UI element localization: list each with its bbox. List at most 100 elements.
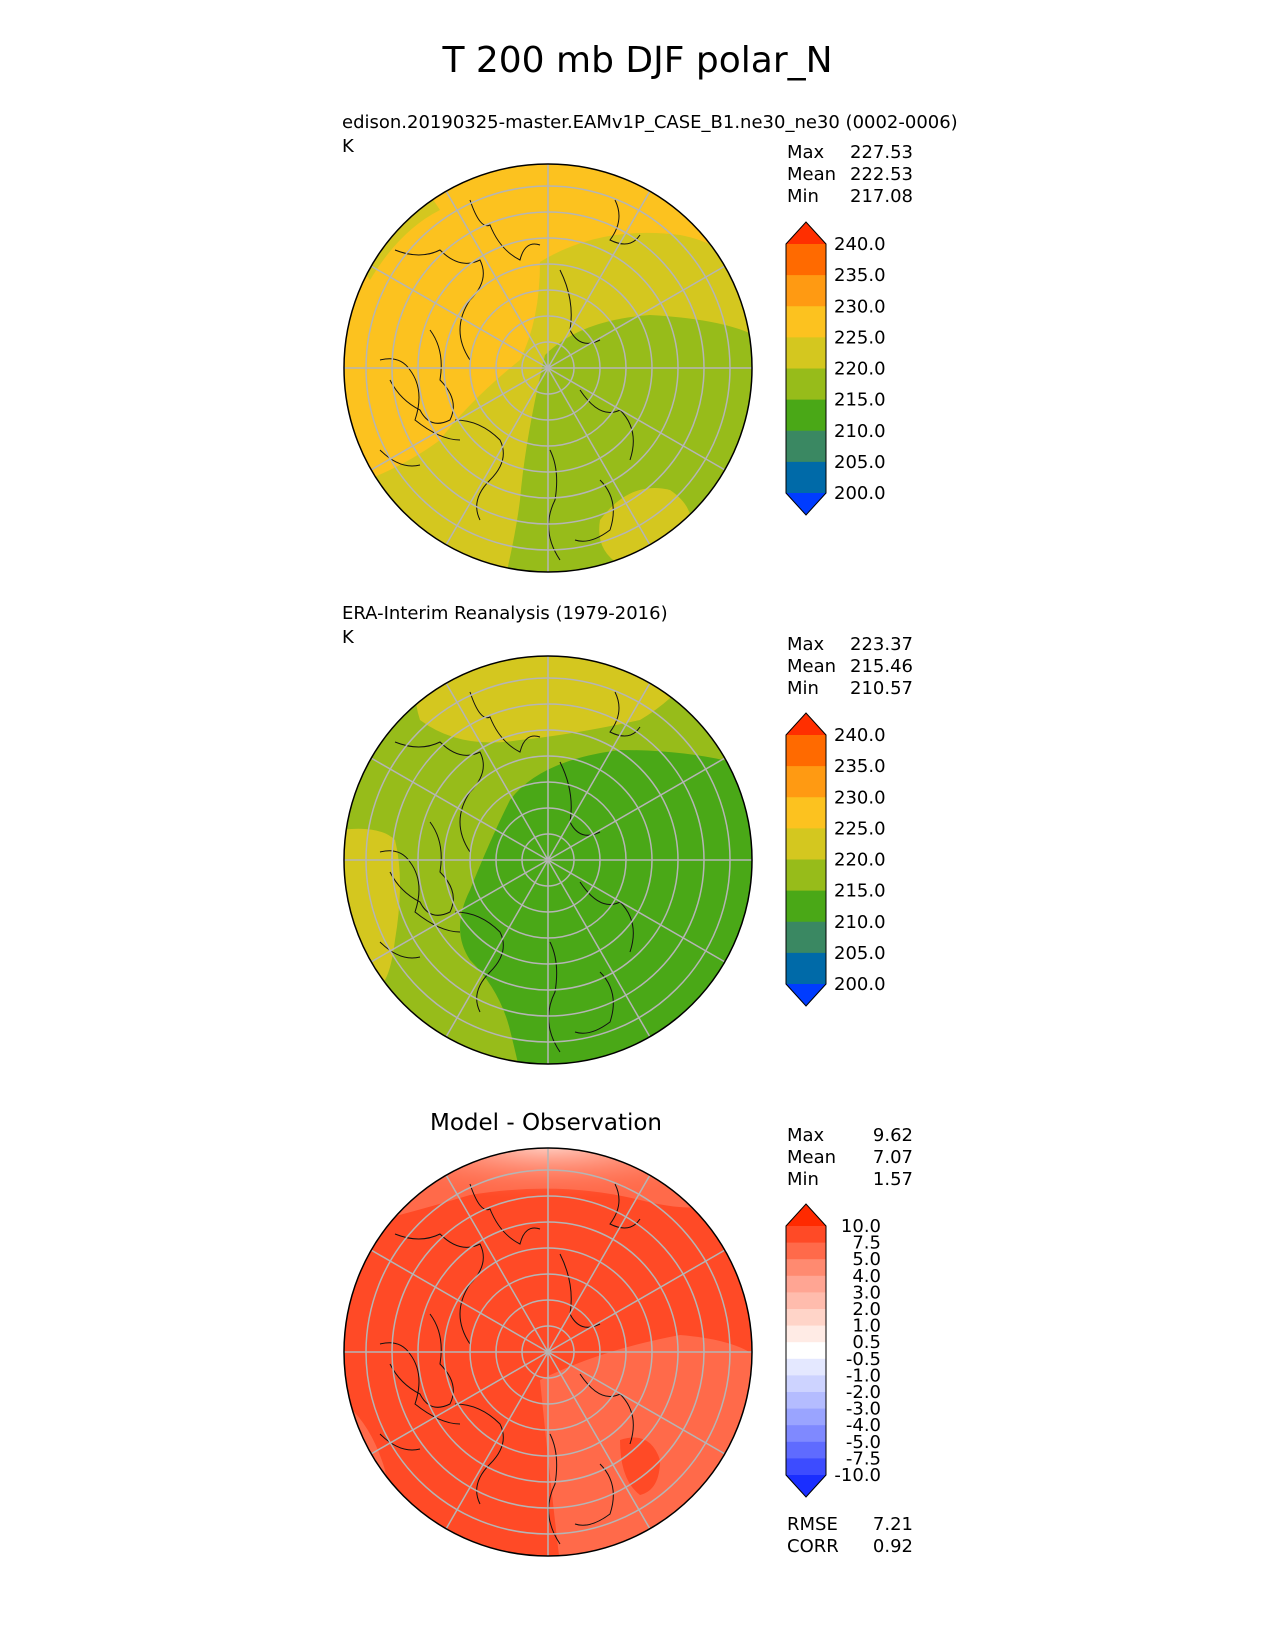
panel2-stat-mean: Mean 215.46: [787, 656, 913, 677]
colorbar-tick-label: 230.0: [834, 787, 886, 808]
colorbar-tick-label: -4.0: [846, 1415, 881, 1436]
colorbar-tick-label: 225.0: [834, 327, 886, 348]
colorbar-tick-label: 240.0: [834, 234, 886, 255]
panel1-stats: Max 227.53 Mean 222.53 Min 217.08: [787, 142, 913, 212]
panel1-stat-max: Max 227.53: [787, 142, 913, 163]
panel3-error-stats: RMSE 7.21 CORR 0.92: [787, 1514, 913, 1560]
panel2-fill-210-215: [460, 750, 752, 1064]
colorbar-tick-label: 240.0: [834, 725, 886, 746]
panel2-title: ERA-Interim Reanalysis (1979-2016): [342, 603, 668, 624]
colorbar-segment: [786, 952, 826, 985]
panel3-fill-light-n: [344, 1148, 752, 1244]
colorbar-extend-low: [786, 984, 826, 1006]
panel2-map-border: [343, 655, 753, 1065]
colorbar-segment: [786, 921, 826, 954]
colorbar-segment: [786, 735, 826, 767]
colorbar-tick-label: 210.0: [834, 421, 886, 442]
colorbar-tick-label: 2.0: [852, 1299, 881, 1320]
colorbar-segment: [786, 430, 826, 463]
panel2-units: K: [342, 627, 354, 648]
panel3-fill-5-7.5-blob: [620, 1437, 660, 1495]
colorbar-extend-low: [786, 493, 826, 515]
panel3-map: [343, 1147, 753, 1557]
colorbar-tick-label: 225.0: [834, 818, 886, 839]
colorbar-outline: [785, 1203, 827, 1498]
panel1-map: [343, 163, 753, 573]
colorbar-segment: [786, 1425, 826, 1443]
colorbar-tick-label: 205.0: [834, 452, 886, 473]
panel2-stats: Max 223.37 Mean 215.46 Min 210.57: [787, 634, 913, 704]
colorbar-segment: [786, 337, 826, 369]
colorbar-tick-label: 235.0: [834, 265, 886, 286]
panel1-stat-min: Min 217.08: [787, 186, 913, 207]
panel2-map: [343, 655, 753, 1065]
colorbar-segment: [786, 1226, 826, 1244]
colorbar-tick-label: 3.0: [852, 1282, 881, 1303]
colorbar-tick-label: 0.5: [852, 1332, 881, 1353]
colorbar-outline: [785, 221, 827, 516]
colorbar-segment: [786, 1242, 826, 1260]
colorbar-segment: [786, 859, 826, 892]
colorbar-segment: [786, 306, 826, 338]
colorbar-tick-label: 220.0: [834, 359, 886, 380]
panel1-graticule: [344, 164, 752, 572]
panel2-stat-max: Max 223.37: [787, 634, 913, 655]
colorbar-segment: [786, 1259, 826, 1277]
colorbar-tick-label: 200.0: [834, 483, 886, 504]
colorbar-tick-label: -3.0: [846, 1399, 881, 1420]
panel2-colorbar: 240.0 235.0 230.0 225.0 220.0 215.0 210.0 205.0…: [785, 712, 886, 1007]
panel3-stat-corr: CORR 0.92: [787, 1536, 913, 1557]
colorbar-tick-label: -0.5: [846, 1349, 881, 1370]
colorbar-tick-label: 7.5: [852, 1233, 881, 1254]
panel2-graticule: [344, 656, 752, 1064]
colorbar-extend-high: [786, 222, 826, 244]
colorbar-segment: [786, 890, 826, 923]
panel2-stat-min: Min 210.57: [787, 678, 913, 699]
colorbar-segment: [786, 1309, 826, 1327]
colorbar-outline: [785, 712, 827, 1007]
colorbar-tick-label: -1.0: [846, 1365, 881, 1386]
colorbar-tick-label: 230.0: [834, 296, 886, 317]
panel1-fill-215-220-s: [400, 565, 500, 572]
colorbar-segment: [786, 828, 826, 860]
colorbar-tick-label: 215.0: [834, 881, 886, 902]
panel3-stat-max: Max 9.62: [787, 1125, 913, 1146]
colorbar-tick-label: -2.0: [846, 1382, 881, 1403]
colorbar-tick-label: 210.0: [834, 912, 886, 933]
colorbar-segment: [786, 1275, 826, 1293]
figure-title: T 200 mb DJF polar_N: [442, 40, 833, 81]
colorbar-tick-label: 200.0: [834, 974, 886, 995]
panel3-stat-min: Min 1.57: [787, 1169, 913, 1190]
colorbar-extend-high: [786, 1204, 826, 1226]
panel3-coastlines: [379, 1183, 641, 1545]
panel3-stat-rmse: RMSE 7.21: [787, 1514, 913, 1535]
colorbar-segment: [786, 399, 826, 432]
colorbar-segment: [786, 368, 826, 401]
panel1-colorbar: 240.0 235.0 230.0 225.0 220.0 215.0 210.0 205.0…: [785, 221, 886, 516]
panel3-colorbar: 10.07.55.04.03.02.01.00.5-0.5-1.0-2.0-3.…: [785, 1203, 881, 1498]
colorbar-segment: [786, 1375, 826, 1393]
panel1-coastlines: [379, 199, 641, 561]
colorbar-tick-label: 205.0: [834, 943, 886, 964]
colorbar-tick-label: -7.5: [846, 1448, 881, 1469]
panel3-stat-mean: Mean 7.07: [787, 1147, 913, 1168]
panel3-stats: Max 9.62 Mean 7.07 Min 1.57: [787, 1125, 913, 1195]
panel1-stat-mean: Mean 222.53: [787, 164, 913, 185]
colorbar-tick-label: 215.0: [834, 390, 886, 411]
colorbar-tick-label: -10.0: [834, 1465, 881, 1486]
colorbar-segment: [786, 1441, 826, 1459]
colorbar-tick-label: 235.0: [834, 756, 886, 777]
panel3-graticule: [344, 1148, 752, 1556]
panel3-map-border: [343, 1147, 753, 1557]
colorbar-segment: [786, 766, 826, 798]
colorbar-segment: [786, 1342, 826, 1360]
colorbar-tick-label: 5.0: [852, 1249, 881, 1270]
colorbar-segment: [786, 1392, 826, 1410]
colorbar-tick-label: 220.0: [834, 850, 886, 871]
colorbar-tick-label: 1.0: [852, 1316, 881, 1337]
colorbar-segment: [786, 461, 826, 494]
colorbar-segment: [786, 797, 826, 829]
colorbar-segment: [786, 275, 826, 307]
colorbar-segment: [786, 1458, 826, 1476]
